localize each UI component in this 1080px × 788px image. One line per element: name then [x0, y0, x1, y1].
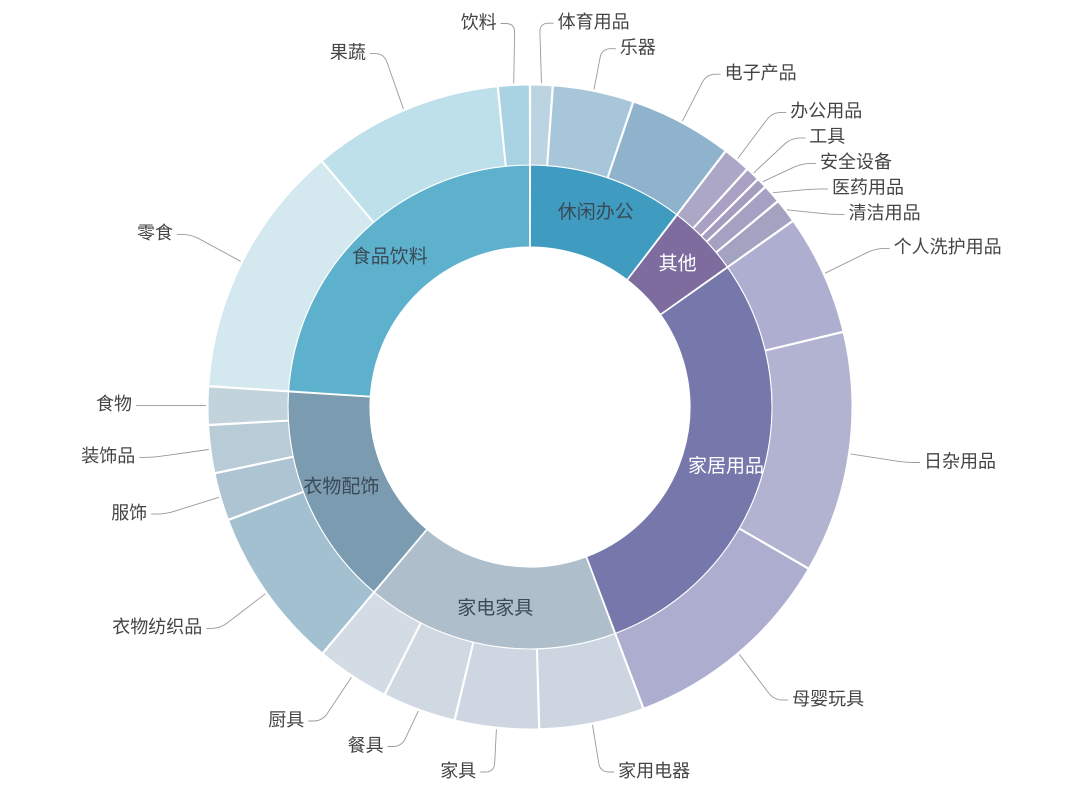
svg-text:体育用品: 体育用品	[558, 12, 630, 32]
svg-text:电子产品: 电子产品	[725, 63, 797, 83]
svg-text:家居用品: 家居用品	[688, 455, 764, 477]
svg-text:食品饮料: 食品饮料	[352, 245, 428, 267]
svg-text:休闲办公: 休闲办公	[558, 201, 634, 223]
svg-text:安全设备: 安全设备	[820, 152, 892, 172]
svg-text:其他: 其他	[659, 253, 697, 275]
svg-text:日杂用品: 日杂用品	[924, 451, 996, 471]
svg-text:衣物纺织品: 衣物纺织品	[112, 617, 202, 637]
svg-text:零食: 零食	[137, 223, 173, 243]
svg-text:家电家具: 家电家具	[457, 597, 533, 619]
svg-text:母婴玩具: 母婴玩具	[792, 689, 864, 709]
svg-text:家用电器: 家用电器	[618, 761, 690, 781]
svg-text:清洁用品: 清洁用品	[849, 203, 921, 223]
svg-text:食物: 食物	[96, 394, 132, 414]
svg-text:办公用品: 办公用品	[790, 101, 862, 121]
svg-text:装饰品: 装饰品	[81, 446, 135, 466]
svg-text:厨具: 厨具	[268, 710, 304, 730]
svg-text:医药用品: 医药用品	[832, 178, 904, 198]
svg-text:饮料: 饮料	[461, 12, 497, 32]
svg-text:衣物配饰: 衣物配饰	[303, 475, 379, 497]
svg-text:果蔬: 果蔬	[330, 42, 366, 62]
svg-text:个人洗护用品: 个人洗护用品	[894, 237, 1002, 257]
svg-text:家具: 家具	[440, 761, 476, 781]
svg-text:服饰: 服饰	[111, 503, 147, 523]
svg-text:乐器: 乐器	[620, 37, 656, 57]
svg-text:餐具: 餐具	[348, 735, 384, 755]
svg-text:工具: 工具	[809, 127, 845, 147]
